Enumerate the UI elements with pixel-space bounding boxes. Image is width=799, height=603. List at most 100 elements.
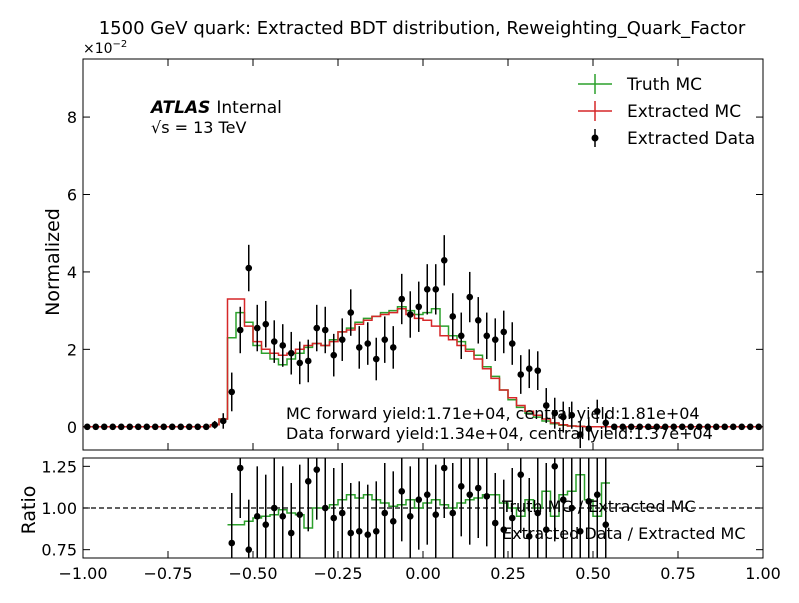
ratio-point <box>474 484 482 492</box>
ratio-point <box>593 491 601 498</box>
data-point <box>653 423 661 431</box>
data-point <box>415 303 423 311</box>
data-point <box>245 264 253 272</box>
yield-data-text: Data forward yield:1.34e+04, central yie… <box>286 424 713 443</box>
chart-title: 1500 GeV quark: Extracted BDT distributi… <box>99 18 746 39</box>
legend-item-extracted-data: Extracted Data <box>591 129 755 149</box>
yield-mc-text: MC forward yield:1.71e+04, central yield… <box>286 404 700 423</box>
xtick-label: 0.50 <box>575 564 611 583</box>
ratio-point <box>338 509 346 517</box>
data-point <box>304 357 312 365</box>
data-point <box>508 340 516 347</box>
ratio-step-line <box>227 473 610 529</box>
data-point <box>92 423 100 431</box>
ratio-point <box>508 514 516 522</box>
data-point <box>661 423 669 431</box>
lower-ytick-label: 1.00 <box>41 499 77 518</box>
legend-label-truth-mc: Truth MC <box>626 75 702 95</box>
data-point <box>126 423 134 431</box>
legend-label-extracted-mc: Extracted MC <box>627 102 741 122</box>
data-point <box>576 431 584 438</box>
data-point <box>177 423 185 431</box>
ratio-point <box>500 526 508 533</box>
lower-ytick-label: 1.25 <box>41 457 77 476</box>
ratio-point <box>398 488 406 495</box>
data-point <box>202 423 210 431</box>
xtick-label: −0.25 <box>313 564 362 583</box>
ratio-point <box>525 533 533 540</box>
data-point <box>253 324 261 332</box>
ratio-point <box>449 509 457 517</box>
ratio-point <box>551 463 559 470</box>
ratio-point <box>321 504 329 512</box>
upper-ytick-label: 0 <box>67 418 77 437</box>
data-point <box>738 423 746 431</box>
data-point <box>364 340 372 347</box>
upper-ytick-label: 4 <box>67 263 77 282</box>
data-point <box>160 423 168 431</box>
data-point <box>168 423 176 431</box>
data-point <box>466 293 474 301</box>
ratio-point <box>262 521 270 528</box>
data-point <box>491 336 499 343</box>
lower-ytick-label: 0.75 <box>41 541 77 560</box>
data-point <box>721 423 729 431</box>
xtick-label: −0.75 <box>143 564 192 583</box>
ratio-point <box>245 546 253 553</box>
ratio-point <box>279 513 287 520</box>
data-point <box>347 309 355 316</box>
ratio-point <box>542 526 550 533</box>
ratio-point <box>355 528 363 535</box>
data-point <box>449 313 457 320</box>
ratio-point <box>602 521 610 528</box>
ratio-point <box>347 529 355 537</box>
data-point <box>619 423 627 431</box>
xtick-label: 0.75 <box>660 564 696 583</box>
xtick-label: 1.00 <box>745 564 781 583</box>
ratio-point <box>372 528 380 535</box>
ratio-point <box>228 539 236 547</box>
ratio-point <box>330 514 338 522</box>
ratio-point <box>483 493 491 500</box>
ratio-point <box>287 529 295 537</box>
data-point <box>551 409 559 417</box>
ratio-point <box>381 509 389 517</box>
ratio-point <box>296 511 304 518</box>
data-point <box>338 336 346 343</box>
ratio-point <box>406 513 414 520</box>
data-point <box>270 338 278 345</box>
data-point <box>228 388 236 396</box>
upper-ylabel: Normalized <box>42 208 64 316</box>
ratio-point <box>415 496 423 503</box>
ratio-point <box>568 504 576 512</box>
xtick-label: 0.25 <box>490 564 526 583</box>
data-point <box>406 311 414 318</box>
ratio-label-data: Extracted Data / Extracted MC <box>502 524 746 543</box>
xtick-label: 0.00 <box>405 564 441 583</box>
ratio-point <box>313 466 321 473</box>
data-point <box>321 326 329 334</box>
xtick-label: −0.50 <box>228 564 277 583</box>
legend-item-extracted-mc: Extracted MC <box>578 101 741 122</box>
ratio-point <box>423 491 431 498</box>
ratio-point <box>585 498 593 505</box>
data-point <box>687 423 695 431</box>
data-point <box>636 423 644 431</box>
upper-ytick-label: 6 <box>67 185 77 204</box>
ratio-label-truth: Truth MC / Extracted MC <box>501 497 696 516</box>
data-point <box>712 423 720 431</box>
data-point <box>440 257 448 264</box>
data-point <box>474 317 482 324</box>
ratio-point <box>304 478 312 485</box>
y-exponent-label: ×10−2 <box>83 39 127 57</box>
data-point <box>423 286 431 293</box>
atlas-label-text: ATLAS <box>149 98 210 118</box>
data-point <box>695 423 703 431</box>
data-point <box>593 407 601 415</box>
ratio-point <box>491 519 499 527</box>
data-point <box>313 324 321 332</box>
data-point <box>287 349 295 357</box>
upper-ytick-label: 8 <box>67 108 77 127</box>
